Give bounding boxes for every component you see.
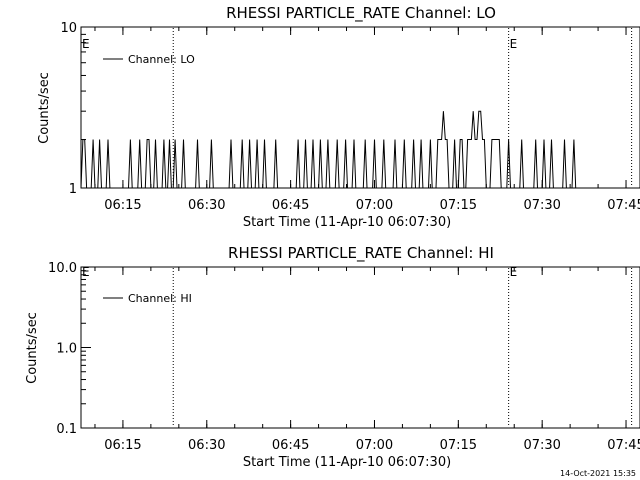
panel-hi-legend: Channel: HI: [103, 292, 192, 305]
panel-hi-title: RHESSI PARTICLE_RATE Channel: HI: [228, 244, 494, 263]
panel-lo-xtick-label-0: 06:15: [104, 198, 141, 213]
panel-hi-xtick-label-6: 07:45: [607, 438, 640, 453]
panel-hi-vlines: E: [172, 265, 633, 427]
panel-hi-xtick-label-2: 06:45: [272, 438, 309, 453]
panel-hi-xticks: 06:15 06:30 06:45 07:00 07:15 07:30 07:45: [94, 267, 640, 453]
panel-lo-xlabel: Start Time (11-Apr-10 06:07:30): [243, 215, 451, 230]
panel-lo-legend: Channel: LO: [103, 53, 195, 66]
panel-lo-ylabel: Counts/sec: [37, 72, 52, 144]
panel-lo-xtick-label-3: 07:00: [356, 198, 393, 213]
panel-hi-xlabel: Start Time (11-Apr-10 06:07:30): [243, 455, 451, 470]
panel-hi-ytick-label-1: 1.0: [56, 342, 77, 357]
panel-hi: RHESSI PARTICLE_RATE Channel: HI E 06:15…: [25, 244, 640, 470]
panel-lo-xtick-label-5: 07:30: [523, 198, 560, 213]
panel-lo: RHESSI PARTICLE_RATE Channel: LO E 06:15…: [37, 4, 640, 230]
panel-hi-corner-label: E: [82, 265, 90, 279]
panel-hi-yticks: 0.1 1.0 10.0: [48, 261, 91, 437]
panel-lo-xtick-label-2: 06:45: [272, 198, 309, 213]
panel-lo-vline-label-1: E: [510, 37, 518, 51]
panel-lo-series-0: [80, 110, 578, 189]
panel-lo-xtick-label-6: 07:45: [607, 198, 640, 213]
panel-hi-ylabel: Counts/sec: [25, 312, 40, 384]
panel-hi-legend-label: Channel: HI: [128, 292, 192, 305]
panel-hi-xtick-label-0: 06:15: [104, 438, 141, 453]
panel-lo-xtick-label-4: 07:15: [440, 198, 477, 213]
panel-lo-title: RHESSI PARTICLE_RATE Channel: LO: [226, 4, 496, 23]
panel-hi-vline-label-1: E: [510, 265, 518, 279]
panel-lo-xtick-label-1: 06:30: [188, 198, 225, 213]
panel-lo-corner-label: E: [82, 37, 90, 51]
panel-hi-xtick-label-1: 06:30: [188, 438, 225, 453]
panel-lo-ytick-label-1: 10: [60, 21, 77, 36]
panel-hi-ytick-label-0: 0.1: [56, 422, 77, 437]
panel-lo-ytick-label-0: 1: [69, 182, 77, 197]
panel-lo-legend-label: Channel: LO: [128, 53, 195, 66]
panel-hi-xtick-label-5: 07:30: [523, 438, 560, 453]
panel-lo-vlines: E: [172, 28, 633, 187]
panel-hi-ytick-label-2: 10.0: [48, 261, 77, 276]
footer-timestamp: 14-Oct-2021 15:35: [560, 469, 636, 478]
panel-hi-xtick-label-3: 07:00: [356, 438, 393, 453]
panel-lo-series: [80, 110, 578, 189]
panel-hi-xtick-label-4: 07:15: [440, 438, 477, 453]
